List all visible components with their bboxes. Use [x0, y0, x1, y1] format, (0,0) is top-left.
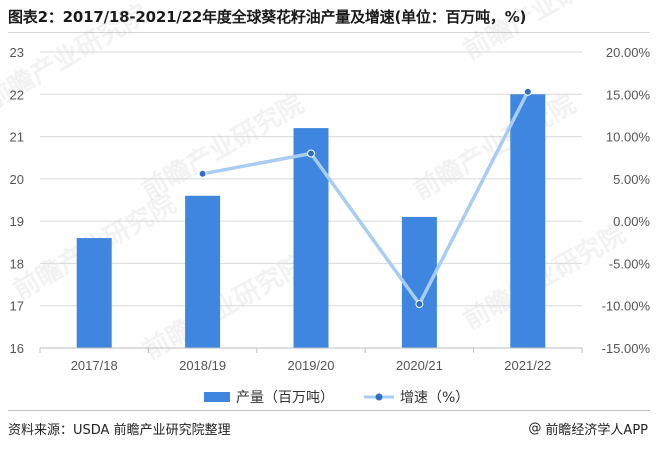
legend-bar-label: 产量（百万吨）: [236, 390, 334, 406]
brand-label: 前瞻经济学人APP: [545, 423, 648, 438]
legend-line-label: 增速（%）: [400, 390, 469, 406]
x-tick-label: 2020/21: [396, 358, 443, 373]
line-layer: [198, 87, 532, 309]
left-tick-label: 21: [10, 130, 24, 145]
right-tick-label: 20.00%: [606, 45, 651, 60]
brand-credit: @ 前瞻经济学人APP: [528, 419, 648, 438]
bar-layer: [76, 94, 546, 349]
at-sign-icon: @: [528, 421, 542, 436]
growth-point: [307, 149, 315, 158]
source-note: 资料来源：USDA 前瞻产业研究院整理: [8, 423, 231, 438]
growth-point: [523, 87, 532, 96]
legend-line-marker: [375, 393, 383, 401]
left-tick-label: 17: [10, 299, 24, 314]
right-tick-label: 10.00%: [606, 130, 651, 145]
growth-point: [415, 300, 424, 309]
right-tick-label: 0.00%: [613, 214, 650, 229]
axis-layer: 16 17 18 19 20 21 22 23 -15.00% -10.00% -5.00% 0.00…: [10, 45, 651, 373]
x-tick-label: 2021/22: [504, 358, 551, 373]
chart-title: 图表2：2017/18-2021/22年度全球葵花籽油产量及增速(单位：百万吨，…: [8, 8, 527, 26]
left-tick-label: 19: [10, 214, 24, 229]
left-tick-label: 16: [10, 341, 24, 356]
bar: [510, 94, 546, 349]
right-tick-label: -10.00%: [602, 299, 651, 314]
left-tick-label: 18: [10, 256, 24, 271]
bar: [293, 128, 329, 348]
bar: [76, 238, 112, 348]
x-tick-label: 2019/20: [288, 358, 335, 373]
watermark-text: 前瞻产业研究院: [136, 88, 309, 206]
right-tick-label: 15.00%: [606, 87, 651, 102]
right-tick-label: 5.00%: [613, 172, 650, 187]
bar: [185, 195, 221, 348]
right-tick-label: -5.00%: [609, 256, 651, 271]
growth-point: [198, 169, 207, 178]
legend: 产量（百万吨） 增速（%）: [204, 390, 469, 406]
left-tick-label: 22: [10, 87, 24, 102]
title-divider: [8, 32, 650, 33]
watermark-text: 前瞻产业研究院: [408, 88, 581, 206]
watermark: 前瞻产业研究院: [136, 88, 309, 206]
watermark: 前瞻产业研究院: [408, 88, 581, 206]
x-tick-label: 2017/18: [71, 358, 118, 373]
left-tick-label: 23: [10, 45, 24, 60]
footer-divider: [8, 410, 650, 411]
growth-line: [202, 90, 530, 306]
x-tick-label: 2018/19: [179, 358, 226, 373]
legend-bar-swatch: [204, 392, 230, 402]
left-tick-label: 20: [10, 172, 24, 187]
right-tick-label: -15.00%: [602, 341, 651, 356]
